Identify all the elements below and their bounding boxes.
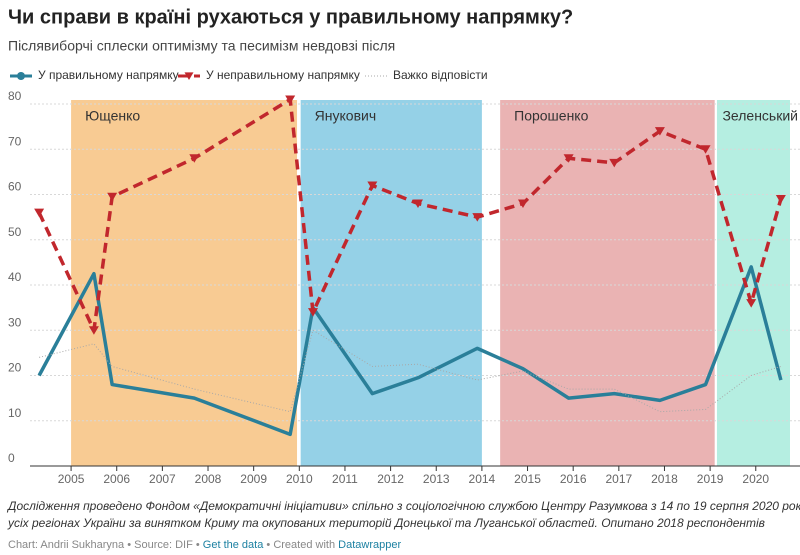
point-marker — [609, 158, 620, 168]
legend-label: У правильному напрямку — [38, 68, 179, 82]
point-marker — [367, 181, 378, 190]
data-link[interactable]: Get the data — [203, 539, 264, 551]
x-tick-label: 2018 — [651, 472, 678, 486]
x-tick-label: 2006 — [103, 472, 130, 486]
y-tick-label: 60 — [8, 180, 22, 194]
point-marker — [775, 195, 786, 204]
credit-text: Chart: Andrii Sukharyna • Source: DIF • — [8, 539, 200, 551]
x-tick-label: 2009 — [240, 472, 267, 486]
point-marker — [654, 127, 665, 136]
period-label: Зеленський — [722, 108, 798, 124]
datawrapper-link[interactable]: Datawrapper — [338, 539, 401, 551]
x-tick-label: 2005 — [58, 472, 85, 486]
y-tick-label: 80 — [8, 89, 22, 103]
y-tick-label: 40 — [8, 270, 22, 284]
series-line — [37, 97, 783, 332]
x-tick-label: 2010 — [286, 472, 313, 486]
legend-label: У неправильному напрямку — [206, 68, 360, 82]
x-tick-label: 2017 — [605, 472, 632, 486]
point-marker — [34, 208, 45, 218]
x-tick-label: 2019 — [697, 472, 724, 486]
period-label: Янукович — [315, 108, 376, 124]
point-marker — [746, 299, 757, 308]
point-marker — [107, 192, 118, 202]
point-marker — [189, 154, 200, 163]
note: усіх регіонах України за винятком Криму … — [7, 516, 765, 530]
point-marker — [517, 199, 528, 209]
point-marker — [472, 213, 483, 222]
x-tick-label: 2008 — [195, 472, 222, 486]
x-tick-label: 2020 — [742, 472, 769, 486]
credit-text: • Created with — [266, 539, 335, 551]
point-marker — [563, 154, 574, 163]
period-label: Ющенко — [85, 108, 140, 124]
legend-label: Важко відповісти — [393, 68, 488, 82]
period-band — [500, 100, 715, 466]
period-band — [716, 100, 790, 466]
point-marker — [308, 308, 319, 317]
period-band — [300, 100, 482, 466]
point-marker — [700, 145, 711, 154]
y-tick-label: 20 — [8, 361, 22, 375]
period-band — [71, 100, 298, 466]
point-marker — [285, 95, 296, 104]
point-marker — [412, 199, 423, 209]
x-tick-label: 2014 — [469, 472, 496, 486]
chart-title: Чи справи в країні рухаються у правильно… — [8, 6, 573, 28]
point-marker — [88, 326, 99, 335]
y-tick-label: 50 — [8, 225, 22, 239]
chart-subtitle: Післявиборчі сплески оптимізму та песимі… — [8, 38, 395, 54]
credit: Chart: Andrii Sukharyna • Source: DIF • … — [8, 539, 401, 551]
x-tick-label: 2012 — [377, 472, 404, 486]
x-tick-label: 2007 — [149, 472, 176, 486]
y-tick-label: 10 — [8, 406, 22, 420]
x-tick-label: 2013 — [423, 472, 450, 486]
legend-swatch — [184, 72, 194, 81]
period-label: Порошенко — [514, 108, 588, 124]
y-tick-label: 30 — [8, 315, 22, 329]
y-tick-label: 70 — [8, 134, 22, 148]
series-line — [37, 265, 783, 437]
x-tick-label: 2015 — [514, 472, 541, 486]
legend-swatch — [17, 72, 26, 80]
x-tick-label: 2016 — [560, 472, 587, 486]
note: Дослідження проведено Фондом «Демократич… — [6, 499, 800, 513]
x-tick-label: 2011 — [332, 472, 358, 486]
y-tick-label: 0 — [8, 451, 15, 465]
